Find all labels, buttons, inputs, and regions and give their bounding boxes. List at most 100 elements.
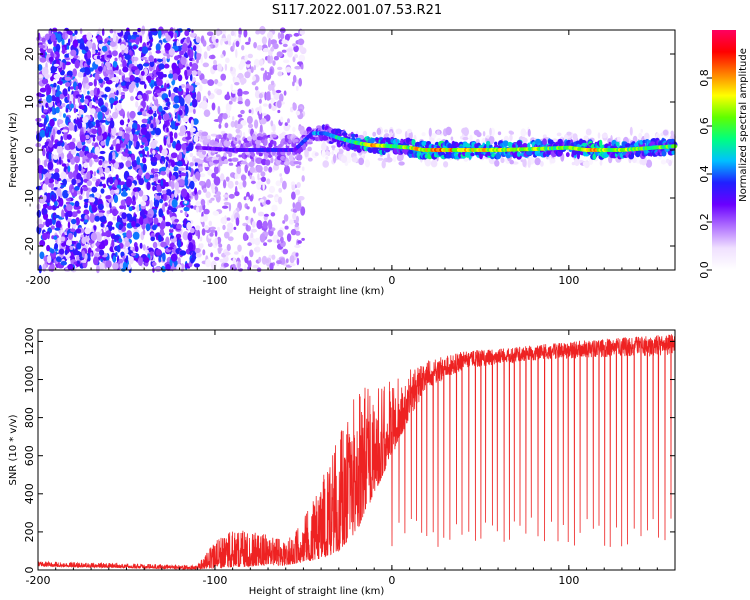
heatmap-cell	[289, 255, 295, 264]
heatmap-cell	[175, 143, 182, 151]
heatmap-cell	[164, 32, 169, 37]
heatmap-cell	[184, 200, 188, 204]
heatmap-cell	[118, 258, 124, 264]
heatmap-cell	[138, 189, 144, 197]
heatmap-cell	[245, 224, 249, 231]
heatmap-cell	[215, 28, 221, 37]
heatmap-cell	[236, 123, 243, 130]
heatmap-cell	[162, 252, 166, 262]
heatmap-cell	[99, 255, 103, 259]
heatmap-cell	[61, 129, 68, 133]
heatmap-cell	[228, 202, 232, 212]
heatmap-cell	[217, 226, 220, 232]
heatmap-cell	[254, 139, 261, 145]
heatmap-cell	[267, 239, 273, 243]
heatmap-cell	[248, 109, 252, 114]
heatmap-cell	[94, 146, 100, 156]
heatmap-cell	[240, 120, 247, 126]
heatmap-cell	[94, 215, 100, 222]
heatmap-cell	[123, 204, 127, 211]
snr-series-line	[37, 334, 676, 571]
heatmap-cell	[295, 110, 301, 116]
heatmap-cell	[264, 70, 268, 80]
heatmap-cell	[166, 136, 171, 145]
heatmap-cell	[275, 159, 282, 166]
heatmap-cell	[65, 178, 72, 183]
heatmap-cell	[169, 228, 174, 233]
heatmap-cell	[283, 123, 291, 132]
heatmap-cell	[45, 218, 51, 228]
heatmap-cell	[262, 220, 269, 229]
heatmap-cell	[215, 38, 219, 43]
heatmap-cell	[92, 49, 96, 55]
heatmap-cell	[265, 199, 271, 205]
heatmap-cell	[113, 235, 120, 238]
heatmap-cell	[238, 154, 242, 158]
heatmap-cell	[276, 239, 280, 244]
colorbar-tick-label: 0.8	[698, 69, 711, 87]
heatmap-cell	[254, 237, 261, 246]
heatmap-cell	[160, 158, 163, 164]
heatmap-cell	[185, 88, 190, 93]
heatmap-cell	[158, 217, 163, 222]
heatmap-cell	[227, 222, 234, 230]
heatmap-cell	[77, 260, 80, 264]
heatmap-cell	[39, 45, 46, 49]
heatmap-cell	[294, 54, 298, 59]
heatmap-cell	[370, 137, 376, 142]
heatmap-cell	[52, 128, 56, 138]
heatmap-cell	[181, 143, 187, 151]
heatmap-cell	[58, 119, 64, 124]
heatmap-cell	[52, 106, 55, 115]
heatmap-cell	[70, 33, 73, 43]
heatmap-cell	[194, 187, 198, 195]
heatmap-cell	[258, 93, 263, 99]
heatmap-cell	[122, 66, 129, 73]
heatmap-cell	[244, 164, 248, 174]
heatmap-cell	[146, 213, 152, 217]
heatmap-cell	[262, 103, 268, 107]
heatmap-cell	[178, 179, 185, 187]
heatmap-cell	[224, 122, 229, 129]
heatmap-cell	[120, 251, 125, 257]
heatmap-cell	[396, 139, 400, 144]
x-tick-label: -100	[202, 274, 227, 287]
heatmap-cell	[626, 143, 631, 148]
heatmap-cell	[267, 55, 271, 64]
heatmap-cell	[106, 54, 113, 58]
heatmap-cell	[67, 263, 74, 271]
heatmap-cell	[384, 129, 389, 133]
heatmap-cell	[280, 236, 284, 244]
y-tick-label: 800	[23, 407, 36, 428]
heatmap-cell	[660, 159, 667, 165]
heatmap-cell	[80, 186, 83, 195]
heatmap-cell	[109, 176, 114, 185]
heatmap-cell	[500, 157, 505, 164]
heatmap-cell	[118, 69, 122, 76]
heatmap-cell	[72, 39, 79, 48]
heatmap-cell	[224, 231, 230, 239]
heatmap-cell	[149, 60, 155, 68]
heatmap-cell	[169, 131, 173, 138]
heatmap-cell	[45, 102, 49, 109]
heatmap-cell	[159, 222, 165, 230]
x-tick-label: -100	[202, 574, 227, 587]
heatmap-cell	[91, 42, 96, 52]
heatmap-cell	[88, 82, 93, 86]
heatmap-cell	[242, 180, 247, 188]
heatmap-cell	[111, 208, 118, 217]
heatmap-cell	[296, 85, 299, 92]
heatmap-cell	[645, 159, 653, 168]
heatmap-cell	[521, 137, 528, 144]
heatmap-cell	[140, 56, 147, 60]
heatmap-cell	[137, 63, 143, 71]
heatmap-cell	[59, 93, 65, 100]
heatmap-cell	[246, 136, 253, 142]
heatmap-cell	[96, 169, 100, 174]
heatmap-cell	[168, 48, 175, 56]
heatmap-cell	[75, 85, 79, 90]
heatmap-cell	[105, 260, 112, 269]
heatmap-cell	[207, 90, 211, 96]
heatmap-cell	[661, 150, 667, 157]
heatmap-cell	[261, 176, 266, 182]
